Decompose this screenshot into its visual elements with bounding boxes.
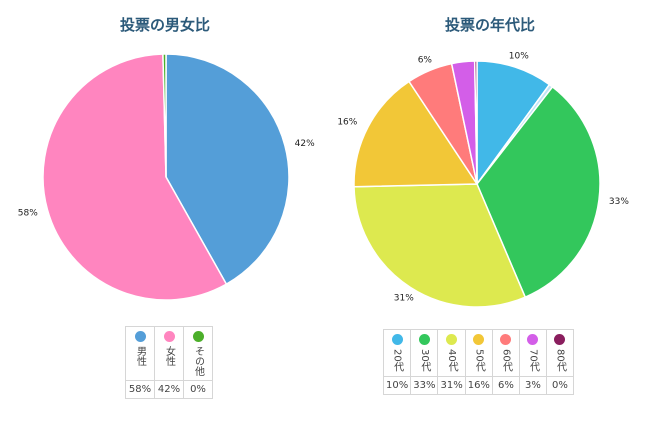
age-chart-panel: 投票の年代比 10% 33% 31% 16% 6% 20代 30代 40代 50代 60代 70代… [330,0,650,422]
legend-label: 30代 [418,349,430,372]
slice-label: 33% [609,197,629,207]
slice-label: 10% [509,52,529,62]
legend-label: 40代 [446,349,458,372]
legend-value: 31% [437,375,466,395]
legend-value: 10% [382,375,412,395]
legend-color-dot [391,334,403,345]
legend-label: 60代 [500,349,512,372]
slice-label: 31% [394,293,414,303]
legend-value: 0% [545,375,574,395]
legend-color-dot [554,334,566,345]
slice-label: 42% [295,139,315,149]
legend-color-dot [446,334,458,345]
pie-slice [42,53,228,301]
gender-pie-chart: 42% 58% [18,53,315,301]
legend-label: 80代 [554,349,566,372]
legend-item-age-2: 40代 [437,329,466,377]
legend-item-age-5: 70代 [518,329,547,377]
legend-label: 20代 [391,349,403,372]
legend-item-female: 女性 [154,326,184,381]
other-color-dot [192,331,204,342]
legend-item-age-3: 50代 [464,329,493,377]
pie-slice [353,183,527,308]
legend-item-other: その他 [183,326,213,381]
legend-label: 50代 [473,349,485,372]
pie-slice [162,53,167,178]
legend-label: 男性 [134,346,146,366]
age-legend-table: 20代 30代 40代 50代 60代 70代 80代 10% 33% 31% 16% 6% 3% 0% [382,329,574,395]
pie-slice [165,53,290,286]
legend-value: 0% [183,380,213,399]
chart-title: 投票の年代比 [444,16,535,34]
slice-label: 16% [337,117,357,127]
legend-item-age-4: 60代 [491,329,520,377]
pie-slice [473,60,478,185]
age-pie-chart: 10% 33% 31% 16% 6% [337,52,629,308]
legend-color-dot [473,334,485,345]
gender-chart-panel: 投票の男女比 42% 58% 男性 女性 その他 58% 42% 0% [18,16,315,399]
slice-label: 58% [18,208,38,218]
legend-label: その他 [192,346,204,376]
legend-color-dot [500,334,512,345]
legend-item-age-1: 30代 [410,329,439,377]
male-color-dot [134,331,146,342]
legend-item-male: 男性 [125,326,155,381]
pie-slice [353,80,479,188]
legend-value: 33% [410,375,439,395]
pie-slice [476,60,551,187]
legend-item-age-6: 80代 [545,329,574,377]
pie-slice [476,85,601,299]
legend-color-dot [418,334,430,345]
legend-value: 16% [464,375,493,395]
legend-value: 42% [154,380,184,399]
legend-item-age-0: 20代 [382,329,412,377]
legend-value: 3% [518,375,547,395]
gender-legend-table: 男性 女性 その他 58% 42% 0% [125,326,213,399]
chart-title: 投票の男女比 [119,16,210,34]
legend-value: 58% [125,380,155,399]
female-color-dot [163,331,175,342]
slice-label: 6% [418,55,433,65]
legend-color-dot [527,334,539,345]
legend-label: 70代 [527,349,539,372]
legend-value: 6% [491,375,520,395]
legend-label: 女性 [163,346,175,366]
